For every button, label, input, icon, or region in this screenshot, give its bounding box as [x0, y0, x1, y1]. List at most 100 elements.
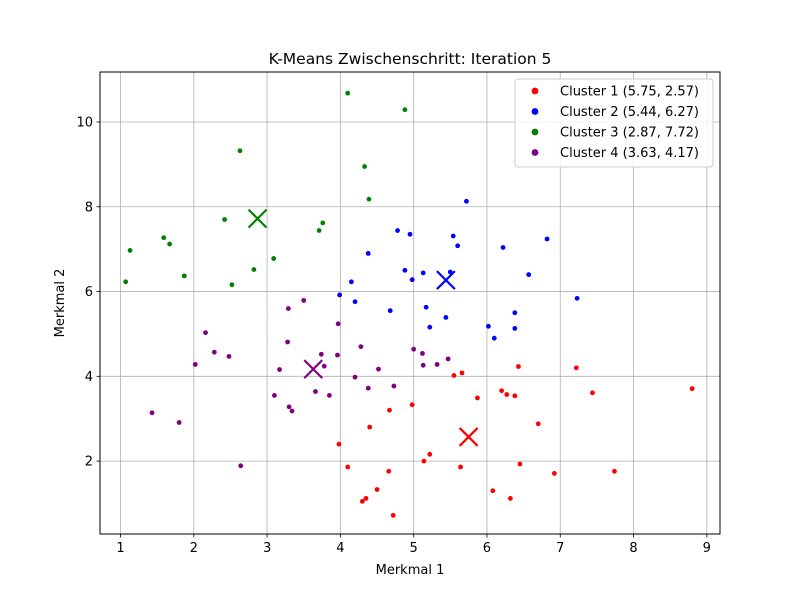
- data-point: [386, 468, 392, 474]
- data-point: [574, 295, 580, 301]
- data-point: [512, 326, 518, 331]
- plot-frame: [99, 71, 721, 535]
- data-point: [321, 363, 327, 369]
- data-point: [421, 458, 427, 464]
- legend: Cluster 1 (5.75, 2.57) Cluster 2 (5.44, 6…: [514, 78, 714, 168]
- data-point: [551, 470, 557, 476]
- data-point: [451, 373, 457, 378]
- centroid-marker: [436, 270, 456, 290]
- data-point: [123, 279, 129, 285]
- data-point: [395, 228, 400, 233]
- data-point: [508, 495, 513, 501]
- data-point: [271, 256, 277, 261]
- data-point: [365, 385, 371, 391]
- data-point: [387, 407, 392, 413]
- x-axis-ticks: 1 2 3 4 5 6 7 8 9: [116, 534, 711, 556]
- data-point: [345, 90, 351, 96]
- data-point: [359, 498, 365, 504]
- data-point: [409, 277, 415, 283]
- centroid-marker: [303, 359, 324, 379]
- data-point: [376, 366, 381, 372]
- data-point: [573, 365, 579, 371]
- data-point: [512, 393, 518, 399]
- legend-label: Cluster 3 (2.87, 7.72): [560, 126, 699, 141]
- data-point: [420, 270, 426, 276]
- data-point: [402, 267, 408, 273]
- legend-marker: [531, 87, 539, 95]
- data-point: [445, 356, 451, 362]
- data-points: [123, 90, 695, 518]
- centroid-markers: [247, 208, 479, 447]
- data-point: [345, 464, 351, 470]
- data-point: [516, 364, 521, 369]
- data-point: [517, 461, 523, 467]
- data-point: [420, 351, 425, 356]
- data-point: [535, 421, 541, 427]
- data-point: [335, 352, 340, 358]
- legend-label: Cluster 1 (5.75, 2.57): [560, 85, 699, 100]
- data-point: [365, 251, 371, 256]
- y-axis-ticks: 2 4 6 8 10: [76, 116, 100, 470]
- data-point: [374, 487, 380, 492]
- legend-marker: [531, 149, 539, 156]
- data-point: [313, 389, 318, 394]
- data-point: [391, 383, 397, 389]
- data-point: [390, 512, 396, 518]
- data-point: [226, 354, 232, 359]
- chart-title: K-Means Zwischenschritt: Iteration 5: [269, 50, 552, 68]
- legend-label: Cluster 2 (5.44, 6.27): [560, 105, 699, 120]
- data-point: [167, 241, 173, 247]
- data-point: [475, 395, 480, 401]
- data-point: [512, 310, 518, 316]
- data-point: [289, 408, 295, 414]
- y-tick-label: 4: [85, 370, 93, 385]
- data-point: [272, 393, 277, 398]
- data-point: [237, 148, 243, 154]
- data-point: [362, 164, 367, 169]
- data-point: [363, 495, 369, 501]
- data-point: [277, 367, 282, 372]
- x-tick-label: 6: [483, 541, 491, 556]
- data-point: [450, 233, 456, 239]
- data-point: [192, 362, 198, 367]
- data-point: [499, 388, 505, 394]
- x-tick-label: 5: [410, 541, 418, 556]
- data-point: [320, 220, 326, 226]
- x-tick-label: 8: [629, 541, 637, 556]
- data-point: [285, 339, 291, 345]
- data-point: [286, 404, 292, 410]
- data-point: [326, 393, 332, 398]
- data-point: [387, 308, 393, 314]
- x-axis-label: Merkmal 1: [376, 563, 445, 578]
- data-point: [176, 420, 182, 425]
- data-point: [407, 231, 413, 237]
- data-point: [149, 410, 155, 416]
- data-point: [486, 323, 491, 329]
- data-point: [491, 335, 497, 341]
- data-point: [490, 488, 496, 494]
- data-point: [427, 451, 433, 457]
- data-point: [335, 321, 341, 327]
- centroid-marker: [458, 427, 479, 447]
- centroid-marker: [247, 208, 268, 229]
- data-point: [464, 198, 469, 204]
- data-point: [458, 464, 463, 470]
- data-point: [544, 236, 550, 242]
- data-point: [500, 245, 506, 250]
- data-point: [161, 235, 167, 241]
- y-tick-label: 10: [76, 116, 93, 131]
- data-point: [337, 292, 343, 298]
- y-axis-label: Merkmal 2: [53, 269, 68, 338]
- legend-box: [514, 78, 714, 168]
- data-point: [127, 248, 133, 253]
- data-point: [316, 228, 322, 233]
- data-point: [251, 267, 257, 272]
- data-point: [590, 390, 595, 396]
- data-point: [229, 282, 235, 288]
- data-point: [411, 346, 417, 352]
- data-point: [443, 315, 449, 320]
- data-point: [420, 362, 426, 368]
- data-point: [367, 424, 373, 430]
- data-point: [211, 349, 217, 355]
